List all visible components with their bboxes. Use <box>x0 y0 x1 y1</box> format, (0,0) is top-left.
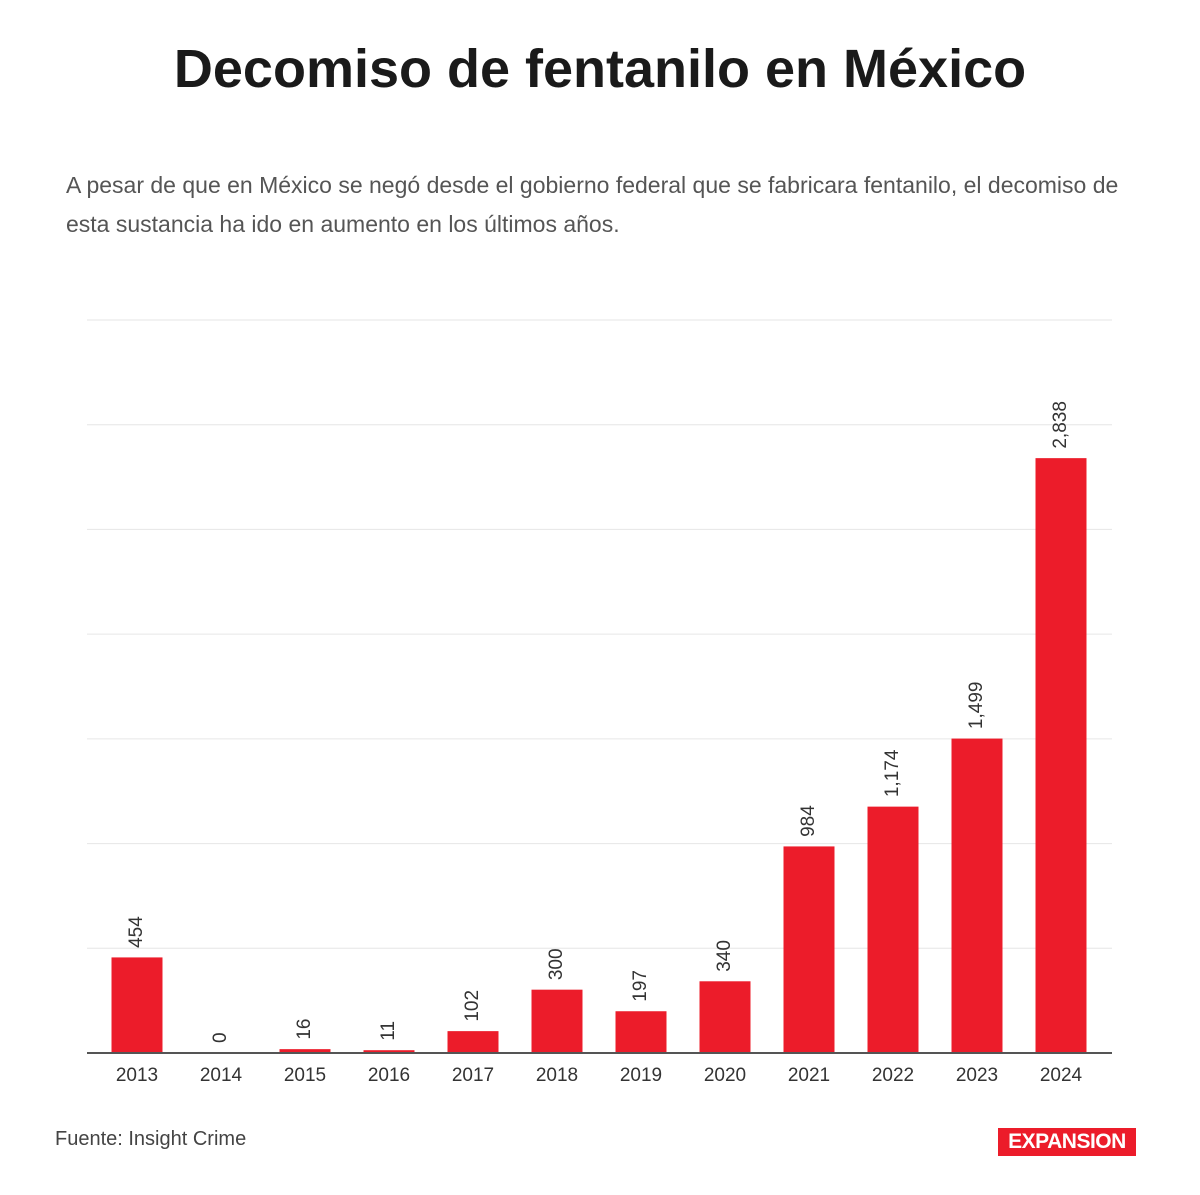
x-tick-label: 2021 <box>788 1065 830 1086</box>
chart: 2013 454 2014 0 2015 16 2016 11 2017 102 2018 300 20… <box>87 319 1112 1086</box>
value-label: 300 <box>546 948 567 980</box>
value-label: 11 <box>378 1021 399 1041</box>
bar <box>531 989 583 1054</box>
bar <box>1035 458 1087 1054</box>
x-tick-label: 2019 <box>620 1065 662 1086</box>
chart-title: Decomiso de fentanilo en México <box>173 39 1027 99</box>
x-tick-label: 2020 <box>704 1065 746 1086</box>
value-label: 1,499 <box>966 682 987 730</box>
x-tick-label: 2015 <box>284 1065 326 1086</box>
value-label: 2,838 <box>1050 401 1071 449</box>
bar <box>867 806 919 1054</box>
x-tick-label: 2016 <box>368 1065 410 1086</box>
chart-subtitle: A pesar de que en México se negó desde e… <box>66 172 1119 237</box>
bar <box>951 738 1003 1054</box>
x-tick-label: 2017 <box>452 1065 494 1086</box>
value-label: 0 <box>210 1032 231 1043</box>
bar <box>615 1011 667 1054</box>
bar <box>447 1031 499 1054</box>
x-tick-label: 2024 <box>1040 1065 1083 1086</box>
x-tick-label: 2022 <box>872 1065 914 1086</box>
x-tick-label: 2014 <box>200 1065 243 1086</box>
value-label: 197 <box>630 970 651 1002</box>
x-tick-label: 2023 <box>956 1065 998 1086</box>
bar <box>699 981 751 1054</box>
value-label: 102 <box>462 990 483 1022</box>
value-label: 16 <box>294 1019 315 1040</box>
x-tick-label: 2018 <box>536 1065 578 1086</box>
bar <box>783 846 835 1054</box>
logo: EXPANSION <box>998 1128 1136 1156</box>
source: Fuente: Insight Crime <box>55 1128 247 1150</box>
value-label: 340 <box>714 940 735 972</box>
value-label: 454 <box>126 916 147 948</box>
value-label: 1,174 <box>882 749 903 797</box>
value-label: 984 <box>798 805 819 837</box>
x-tick-label: 2013 <box>116 1065 158 1086</box>
bar <box>111 957 163 1054</box>
